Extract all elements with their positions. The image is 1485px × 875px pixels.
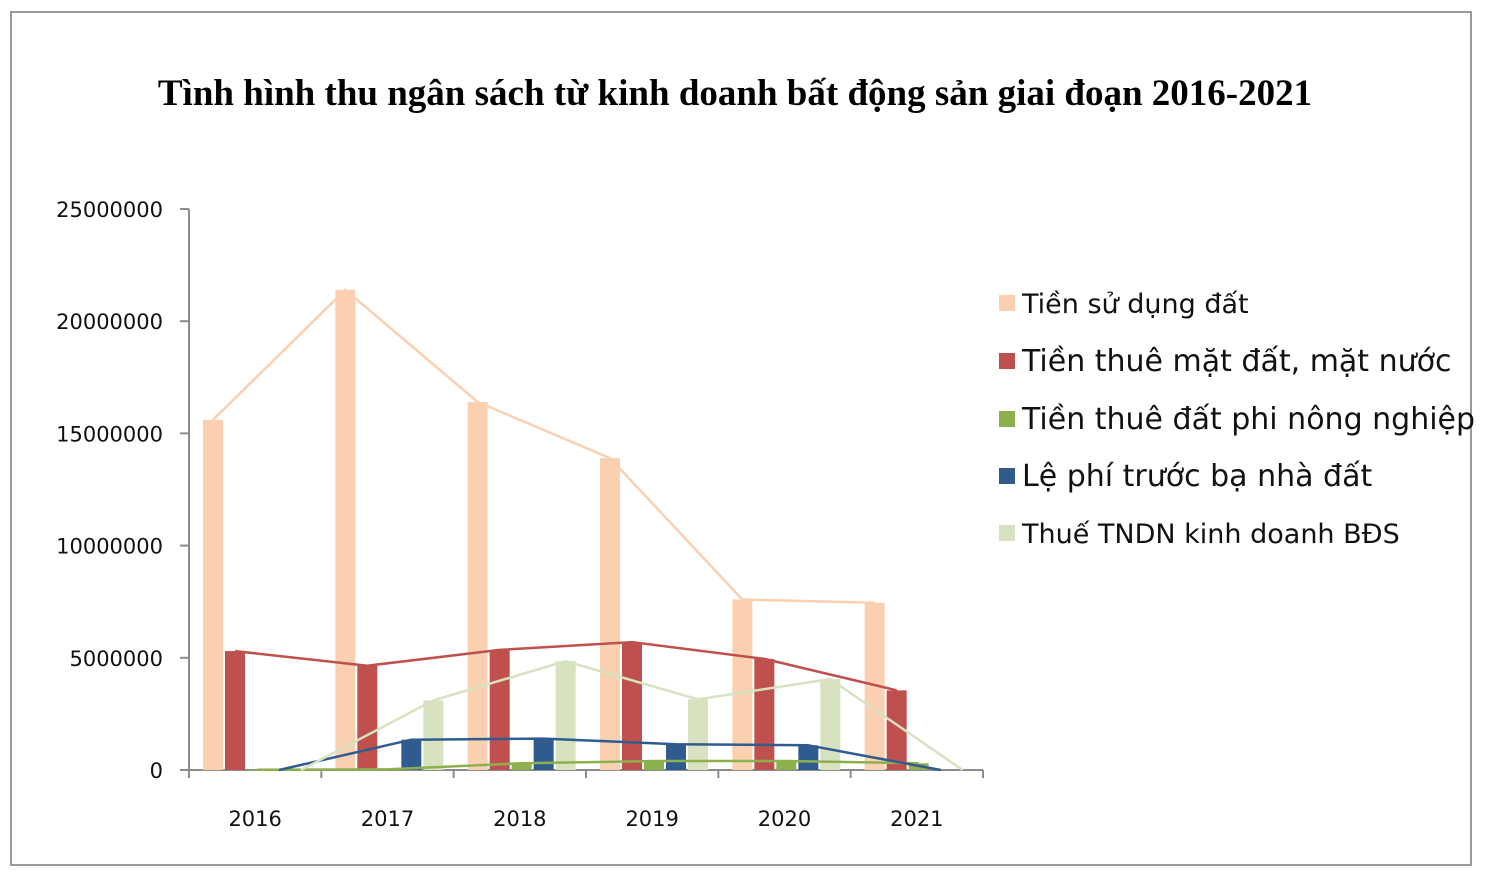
bar-tien-thue-mat-dat-2019 <box>622 642 642 770</box>
bar-le-phi-truoc-ba-2018 <box>533 738 554 770</box>
legend-swatch-tien-thue-mat-dat <box>999 353 1015 369</box>
y-tick-label: 10000000 <box>56 535 163 559</box>
axes: 0 5000000 10000000 15000000 20000000 25000000… <box>56 198 984 831</box>
bar-tien-thue-mat-dat-2021 <box>886 690 907 770</box>
series-line-thue-tndn <box>300 659 964 772</box>
legend-label-le-phi-truoc-ba: Lệ phí trước bạ nhà đất <box>1022 459 1372 494</box>
y-tick-label: 5000000 <box>69 647 163 671</box>
x-tick-label: 2020 <box>758 807 811 831</box>
bar-tien-thue-mat-dat-2020 <box>754 658 775 770</box>
bar-thue-tndn-2020 <box>820 679 841 770</box>
bar-tien-su-dung-dat-2019 <box>600 458 620 770</box>
bar-tien-thue-mat-dat-2017 <box>357 665 378 770</box>
legend: Tiền sử dụng đất Tiền thuê mặt đất, mặt n… <box>999 289 1475 550</box>
bar-tien-thue-dat-phi-nong-nghiep-2020 <box>776 761 797 770</box>
legend-label-tien-thue-mat-dat: Tiền thuê mặt đất, mặt nước <box>1021 344 1451 379</box>
bar-le-phi-truoc-ba-2019 <box>666 744 686 770</box>
bar-thue-tndn-2019 <box>688 699 708 770</box>
bar-thue-tndn-2018 <box>555 661 576 770</box>
x-tick-label: 2019 <box>625 807 678 831</box>
bar-tien-thue-dat-phi-nong-nghiep-2019 <box>644 761 664 770</box>
bar-tien-su-dung-dat-2016 <box>203 419 223 770</box>
legend-label-tien-thue-dat-phi-nong-nghiep: Tiền thuê đất phi nông nghiệp <box>1021 402 1475 437</box>
y-tick-label: 25000000 <box>56 198 163 222</box>
bar-tien-thue-dat-phi-nong-nghiep-2018 <box>511 763 532 770</box>
series-line-tien-thue-dat-phi-nong-nghiep <box>256 759 919 772</box>
legend-label-thue-tndn: Thuế TNDN kinh doanh BĐS <box>1021 519 1400 550</box>
legend-swatch-tien-thue-dat-phi-nong-nghiep <box>999 411 1015 427</box>
bar-le-phi-truoc-ba-2017 <box>401 739 422 770</box>
series-line-tien-su-dung-dat <box>212 288 875 605</box>
bar-le-phi-truoc-ba-2020 <box>798 745 819 770</box>
bars <box>203 289 929 771</box>
trend-lines <box>212 288 964 772</box>
x-tick-label: 2017 <box>361 807 414 831</box>
legend-swatch-thue-tndn <box>999 525 1015 541</box>
chart-title: Tình hình thu ngân sách từ kinh doanh bấ… <box>157 73 1313 114</box>
bar-tien-su-dung-dat-2020 <box>732 599 753 770</box>
y-tick-label: 0 <box>150 759 163 783</box>
x-tick-label: 2016 <box>228 807 281 831</box>
bar-tien-thue-mat-dat-2018 <box>489 649 510 770</box>
legend-swatch-le-phi-truoc-ba <box>999 468 1015 484</box>
x-tick-label: 2018 <box>493 807 546 831</box>
x-tick-label: 2021 <box>890 807 943 831</box>
bar-tien-thue-dat-phi-nong-nghiep-2016 <box>247 769 267 771</box>
bar-tien-su-dung-dat-2017 <box>335 289 356 770</box>
bar-tien-thue-mat-dat-2016 <box>225 651 245 770</box>
bar-thue-tndn-2017 <box>423 700 444 770</box>
bar-tien-su-dung-dat-2021 <box>864 602 885 770</box>
series-line-le-phi-truoc-ba <box>278 737 941 772</box>
bar-tien-su-dung-dat-2018 <box>467 401 488 770</box>
legend-label-tien-su-dung-dat: Tiền sử dụng đất <box>1021 289 1249 320</box>
legend-swatch-tien-su-dung-dat <box>999 295 1015 311</box>
series-line-tien-thue-mat-dat <box>234 640 897 692</box>
y-tick-label: 20000000 <box>56 310 163 334</box>
y-tick-label: 15000000 <box>56 422 163 446</box>
